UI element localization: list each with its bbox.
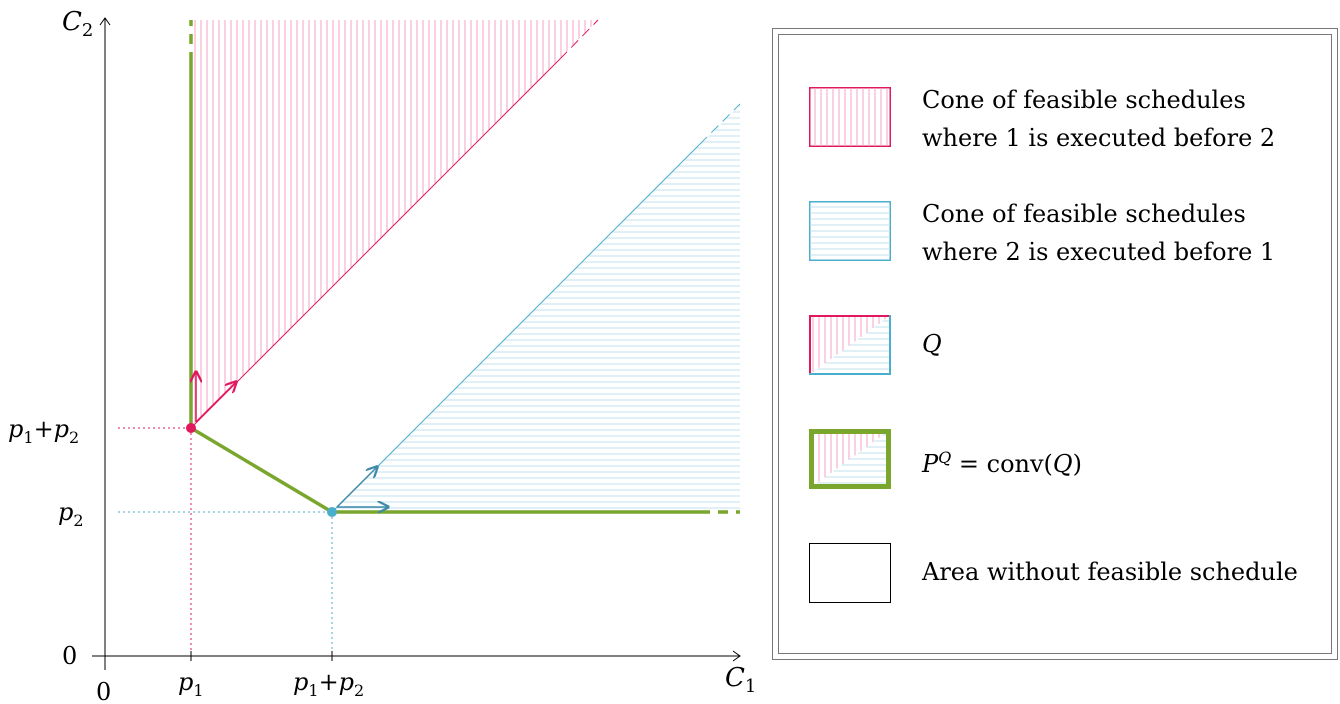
- legend-item-pink-cone: Cone of feasible schedules where 1 is ex…: [779, 86, 1331, 159]
- pq-boundary: [189, 62, 700, 514]
- legend-pink-line1: Cone of feasible schedules: [922, 86, 1246, 114]
- pink-cone-swatch: [809, 87, 891, 147]
- legend-empty-label: Area without feasible schedule: [922, 558, 1298, 586]
- legend-item-empty: Area without feasible schedule: [779, 543, 1331, 615]
- legend-item-pq: PQ = conv(Q): [779, 429, 1331, 501]
- legend-blue-line2: where 2 is executed before 1: [922, 238, 1276, 266]
- pink-cone-diagonal-dashed: [559, 19, 599, 60]
- schedule-diagram: C2 C1 0 0 p1+p2 p2 p1 p1+p2: [8, 7, 756, 704]
- blue-cone-region: [332, 105, 740, 509]
- legend-q-label: Q: [922, 330, 942, 358]
- y-axis-label: C2: [62, 7, 93, 41]
- legend: Cone of feasible schedules where 1 is ex…: [772, 28, 1338, 660]
- pink-cone-diagonal: [190, 58, 561, 429]
- y-axis-arrow: [99, 17, 111, 26]
- x-tick-p1: p1: [178, 668, 204, 700]
- blue-cone-swatch: [809, 201, 891, 261]
- pink-cone-region: [194, 20, 598, 428]
- x-axis-label: C1: [725, 663, 756, 697]
- legend-item-q: Q: [779, 315, 1331, 387]
- y-tick-p2: p2: [58, 498, 84, 530]
- blue-arrow-diag: [336, 467, 377, 508]
- blue-cone-diagonal: [331, 143, 701, 513]
- vertex-p1p2: [327, 507, 337, 517]
- blue-cone-diagonal-dashed: [699, 103, 741, 145]
- legend-blue-line1: Cone of feasible schedules: [922, 200, 1246, 228]
- pink-arrow-diag: [195, 382, 236, 423]
- legend-pink-line2: where 1 is executed before 2: [922, 124, 1276, 152]
- legend-item-blue-cone: Cone of feasible schedules where 2 is ex…: [779, 200, 1331, 273]
- x-tick-p1p2: p1+p2: [293, 668, 364, 700]
- y-tick-p1p2: p1+p2: [8, 415, 79, 447]
- legend-pq-label: PQ = conv(Q): [922, 448, 1082, 478]
- legend-inner-frame: Cone of feasible schedules where 1 is ex…: [778, 34, 1332, 654]
- y-tick-0: 0: [62, 642, 77, 670]
- q-swatch: [809, 315, 891, 375]
- pq-swatch: [809, 429, 891, 489]
- empty-swatch: [809, 543, 891, 603]
- x-axis-arrow: [732, 650, 741, 662]
- x-tick-0: 0: [96, 678, 111, 704]
- vertex-p1: [186, 423, 196, 433]
